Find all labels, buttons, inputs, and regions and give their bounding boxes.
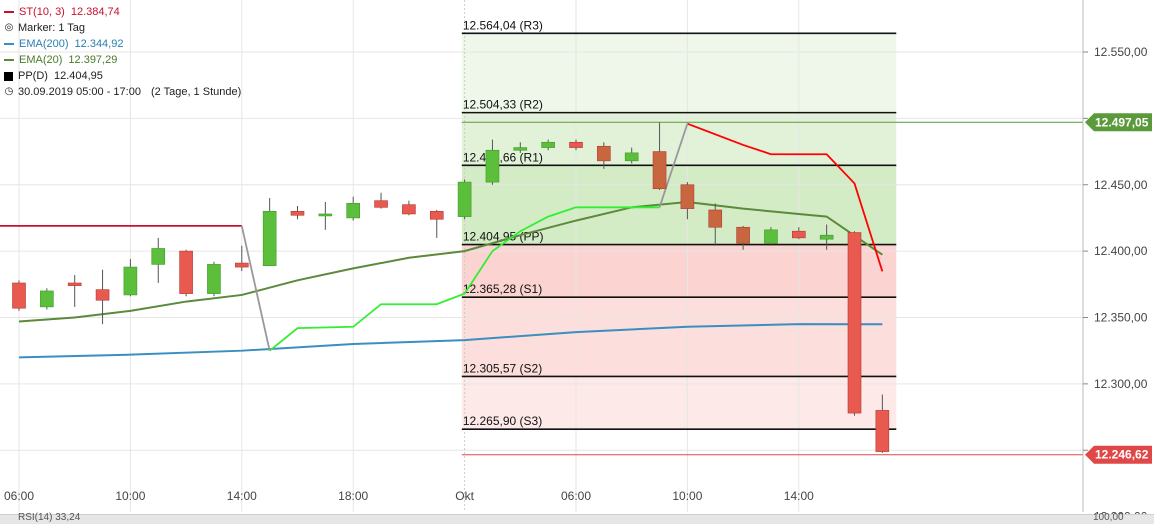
pivot-label-r2: 12.504,33 (R2)	[463, 98, 543, 112]
legend-ema200[interactable]: EMA(200) 12.344,92	[4, 36, 241, 52]
legend-label-ema200: EMA(200)	[19, 38, 69, 50]
x-tick-label: 14:00	[227, 489, 257, 503]
y-tick-label: 12.450,00	[1094, 178, 1148, 192]
pivot-label-r3: 12.564,04 (R3)	[463, 18, 543, 32]
pivot-zone-pp-s1	[461, 244, 897, 298]
clock-icon: ◷	[4, 86, 14, 97]
candle-body	[402, 204, 416, 215]
legend-swatch-ema200	[4, 43, 14, 45]
candle-body	[764, 229, 778, 244]
candle-body	[429, 211, 444, 220]
candle-body	[875, 410, 890, 452]
x-tick-label: Okt	[455, 489, 474, 503]
legend-marker[interactable]: ◎ Marker: 1 Tag	[4, 20, 241, 36]
rsi-label: RSI(14) 33,24	[18, 512, 81, 523]
candle-body	[680, 184, 695, 209]
legend-value-st: 12.384,74	[70, 6, 120, 18]
y-tick-label: 12.350,00	[1094, 311, 1148, 325]
price-marker-label: 12.246,62	[1095, 448, 1149, 462]
candle-body	[485, 149, 500, 183]
legend-value-ema20: 12.397,29	[68, 54, 118, 66]
candle-body	[95, 289, 110, 301]
x-tick-label: 18:00	[338, 489, 368, 503]
candle-body	[207, 264, 221, 294]
x-tick-label: 10:00	[672, 489, 702, 503]
pivot-zone-s1-s2	[461, 297, 897, 377]
x-tick-label: 06:00	[4, 489, 34, 503]
y-axis-background	[1083, 0, 1154, 512]
pivot-zone-r2-r1	[461, 112, 897, 166]
x-tick-label: 10:00	[115, 489, 145, 503]
candle-body	[791, 230, 806, 239]
price-marker-shape	[1085, 113, 1152, 132]
candle-body	[597, 145, 611, 162]
pivot-label-s1: 12.365,28 (S1)	[463, 282, 542, 296]
series-line-0	[18, 323, 883, 359]
candle-body	[318, 213, 333, 217]
pivot-label-pp: 12.404,95 (PP)	[463, 230, 544, 244]
y-tick-label: 12.300,00	[1094, 377, 1148, 391]
pivot-zone-s2-s3	[461, 376, 897, 430]
candle-body	[736, 226, 750, 244]
candle-body	[374, 200, 388, 208]
candle-body	[513, 147, 528, 151]
pivot-label-s3: 12.265,90 (S3)	[463, 414, 542, 428]
legend-label-marker: Marker: 1 Tag	[18, 22, 86, 34]
price-marker-tag-1: 12.246,62	[1085, 445, 1152, 464]
candle-body	[262, 211, 277, 267]
series-line-3	[687, 122, 884, 272]
candle-body	[541, 141, 555, 148]
price-marker-shape	[1085, 445, 1152, 464]
pivot-zone-r3-r2	[461, 33, 897, 113]
legend-label-st: ST(10, 3)	[19, 6, 65, 18]
legend-swatch-ema20	[4, 59, 14, 61]
legend-pp[interactable]: PP(D) 12.404,95	[4, 68, 241, 84]
target-icon: ◎	[4, 22, 14, 33]
rsi-panel[interactable]: RSI(14) 33,24 100,00	[0, 512, 1154, 524]
legend-label-ema20: EMA(20)	[19, 54, 63, 66]
x-tick-label: 14:00	[784, 489, 814, 503]
x-tick-label: 06:00	[561, 489, 591, 503]
legend-st[interactable]: ST(10, 3) 12.384,74	[4, 4, 241, 20]
rsi-axis-label: 100,00	[1093, 512, 1124, 523]
candle-body	[67, 282, 82, 286]
candle-body	[12, 282, 26, 309]
series-line-4	[269, 206, 660, 352]
pivot-label-s2: 12.305,57 (S2)	[463, 361, 542, 375]
y-tick-label: 12.400,00	[1094, 244, 1148, 258]
candle-body	[569, 141, 583, 148]
legend-swatch-st	[4, 11, 14, 13]
legend-value-ema200: 12.344,92	[74, 38, 124, 50]
legend-time-extra: (2 Tage, 1 Stunde)	[150, 86, 242, 98]
series-line-1	[18, 201, 883, 323]
legend-label-time: 30.09.2019 05:00 - 17:00	[18, 86, 141, 98]
candle-body	[457, 181, 472, 217]
price-marker-tag-0: 12.497,05	[1085, 113, 1152, 132]
series-line-5	[240, 225, 271, 351]
legend-time[interactable]: ◷ 30.09.2019 05:00 - 17:00 (2 Tage, 1 St…	[4, 84, 242, 100]
candle-body	[708, 209, 723, 228]
candle-body	[235, 262, 249, 268]
candle-body	[40, 290, 54, 308]
chart-legend: ST(10, 3) 12.384,74 ◎ Marker: 1 Tag EMA(…	[4, 4, 241, 100]
series-line-6	[658, 123, 689, 208]
legend-value-pp: 12.404,95	[53, 70, 103, 82]
candle-body	[652, 151, 667, 190]
legend-label-pp: PP(D)	[18, 70, 48, 82]
pivot-label-r1: 12.464,66 (R1)	[463, 150, 543, 164]
candle-body	[847, 232, 862, 414]
legend-ema20[interactable]: EMA(20) 12.397,29	[4, 52, 241, 68]
candle-body	[819, 234, 834, 240]
candle-body	[346, 203, 361, 219]
candle-body	[624, 152, 639, 162]
y-tick-label: 12.550,00	[1094, 45, 1148, 59]
candle-body	[123, 266, 138, 296]
candle-body	[179, 250, 193, 294]
candle-body	[151, 248, 166, 265]
candle-body	[290, 211, 305, 216]
price-marker-label: 12.497,05	[1095, 115, 1149, 129]
legend-swatch-pp	[4, 71, 13, 81]
